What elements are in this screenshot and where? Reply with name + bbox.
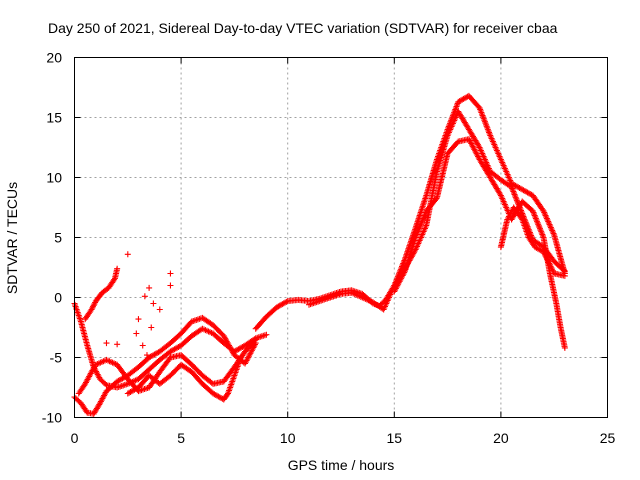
y-axis-label: SDTVAR / TECUs <box>4 182 20 294</box>
data-point <box>545 258 552 265</box>
data-points <box>71 92 568 417</box>
tick-labels: 0 5 10 15 20 25 -10 -5 0 5 10 15 20 <box>42 50 616 447</box>
data-point <box>167 270 174 277</box>
data-point <box>263 331 270 338</box>
data-point <box>156 306 163 313</box>
data-point <box>540 248 547 255</box>
data-point <box>90 302 97 309</box>
y-tick-label: -10 <box>42 410 62 426</box>
data-point <box>146 284 153 291</box>
data-point <box>546 260 553 267</box>
data-point <box>89 305 96 312</box>
x-axis-label: GPS time / hours <box>288 457 395 473</box>
data-point <box>547 263 554 270</box>
x-tick-label: 5 <box>177 430 185 446</box>
data-point <box>133 330 140 337</box>
data-point <box>91 300 98 307</box>
x-tick-label: 10 <box>280 430 296 446</box>
data-point <box>114 265 121 272</box>
data-point <box>541 251 548 258</box>
data-point <box>252 336 259 343</box>
data-point <box>103 340 110 347</box>
grid-lines <box>74 57 608 418</box>
data-point <box>548 264 555 271</box>
y-tick-label: 10 <box>46 170 62 186</box>
data-point <box>561 272 568 279</box>
data-point <box>124 251 131 258</box>
x-tick-label: 15 <box>387 430 403 446</box>
data-point <box>283 298 290 305</box>
data-point <box>141 293 148 300</box>
data-point <box>543 254 550 261</box>
data-point <box>541 250 548 257</box>
data-point <box>167 282 174 289</box>
data-point <box>89 303 96 310</box>
data-point <box>237 354 244 361</box>
y-tick-label: 5 <box>54 230 62 246</box>
x-tick-label: 0 <box>71 430 79 446</box>
data-point <box>148 324 155 331</box>
data-point <box>544 257 551 264</box>
data-point <box>135 316 142 323</box>
data-point <box>542 253 549 260</box>
data-point <box>549 266 556 273</box>
chart-title: Day 250 of 2021, Sidereal Day-to-day VTE… <box>48 20 558 36</box>
y-tick-label: -5 <box>50 350 63 366</box>
data-point <box>544 256 551 263</box>
data-point <box>560 267 567 274</box>
axis-ticks <box>74 57 608 418</box>
data-point <box>114 341 121 348</box>
y-tick-label: 20 <box>46 50 62 66</box>
data-point <box>150 300 157 307</box>
data-point <box>546 261 553 268</box>
data-point <box>549 267 556 274</box>
data-point <box>88 306 95 313</box>
y-tick-label: 0 <box>54 290 62 306</box>
data-point <box>143 352 150 359</box>
x-tick-label: 20 <box>493 430 509 446</box>
data-point <box>224 391 231 398</box>
plot-frame <box>74 57 608 418</box>
y-tick-label: 15 <box>46 110 62 126</box>
data-point <box>139 342 146 349</box>
data-point <box>111 276 118 283</box>
data-point <box>251 337 258 344</box>
data-point <box>432 196 439 203</box>
x-tick-label: 25 <box>600 430 616 446</box>
data-point <box>561 344 568 351</box>
